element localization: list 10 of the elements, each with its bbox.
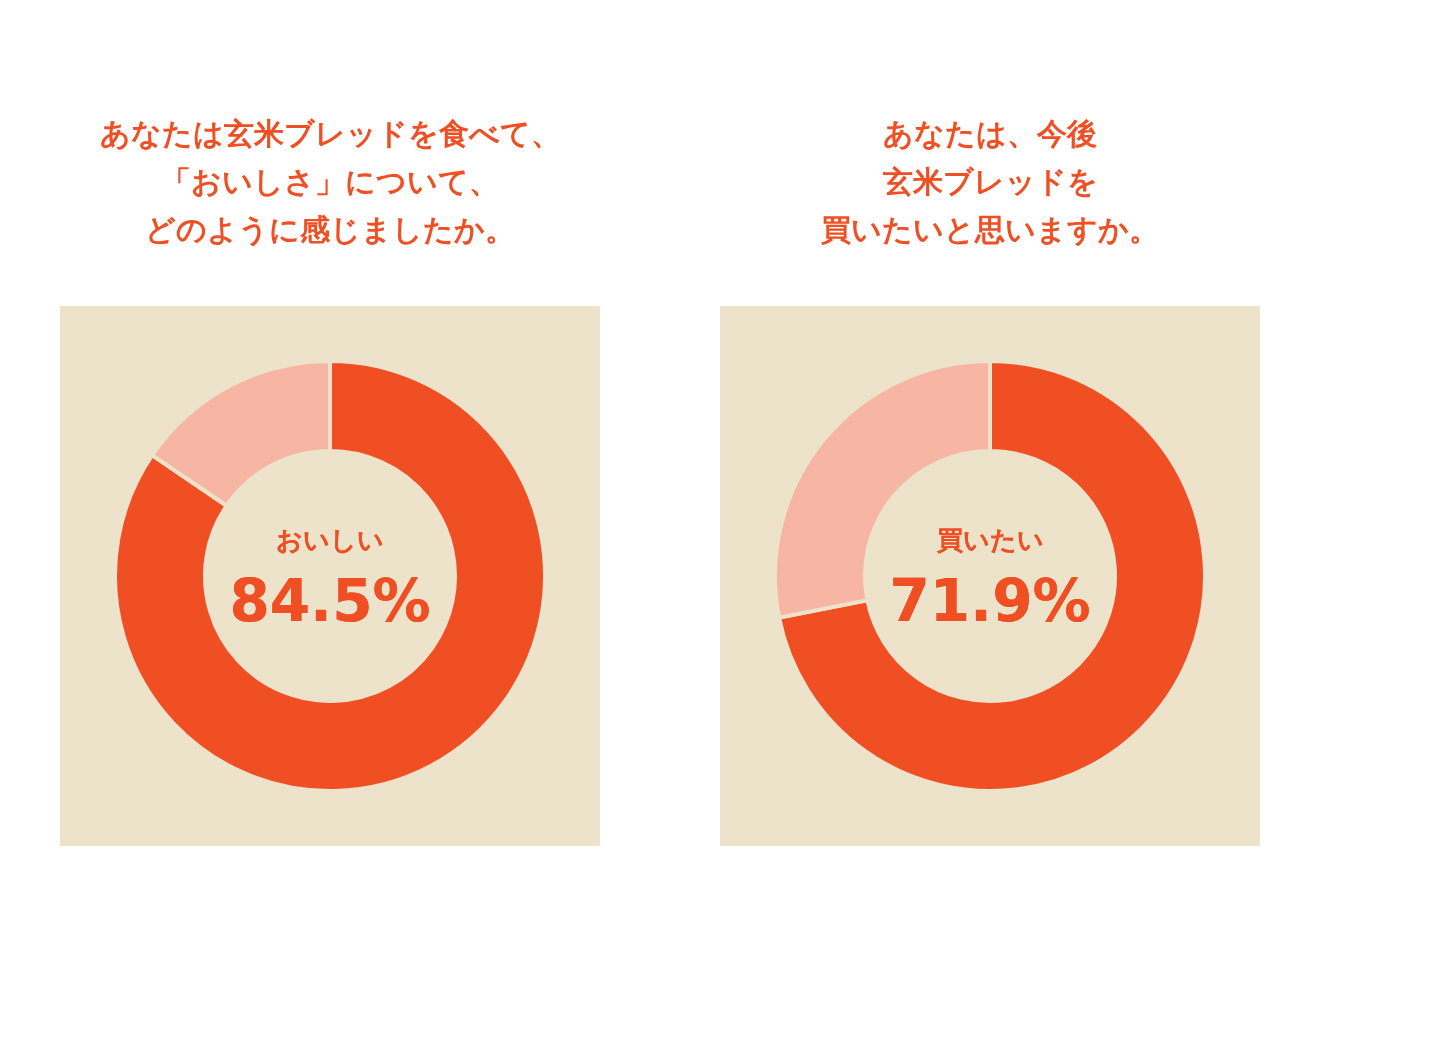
text: 玄米ブレッドを xyxy=(882,164,1098,199)
text: 買いたいと思いますか。 xyxy=(821,212,1159,247)
text: あなたは玄米ブレッドを食べて、 xyxy=(99,116,561,151)
slice-label: おいしい xyxy=(276,525,384,555)
text: 「おいしさ」について、 xyxy=(161,164,499,199)
text: どのように感じましたか。 xyxy=(145,212,515,247)
data-label: 84.5% xyxy=(229,567,431,635)
slice-label: 買いたい xyxy=(936,525,1044,555)
data-label: 71.9% xyxy=(889,567,1091,635)
text: あなたは、今後 xyxy=(883,116,1097,151)
